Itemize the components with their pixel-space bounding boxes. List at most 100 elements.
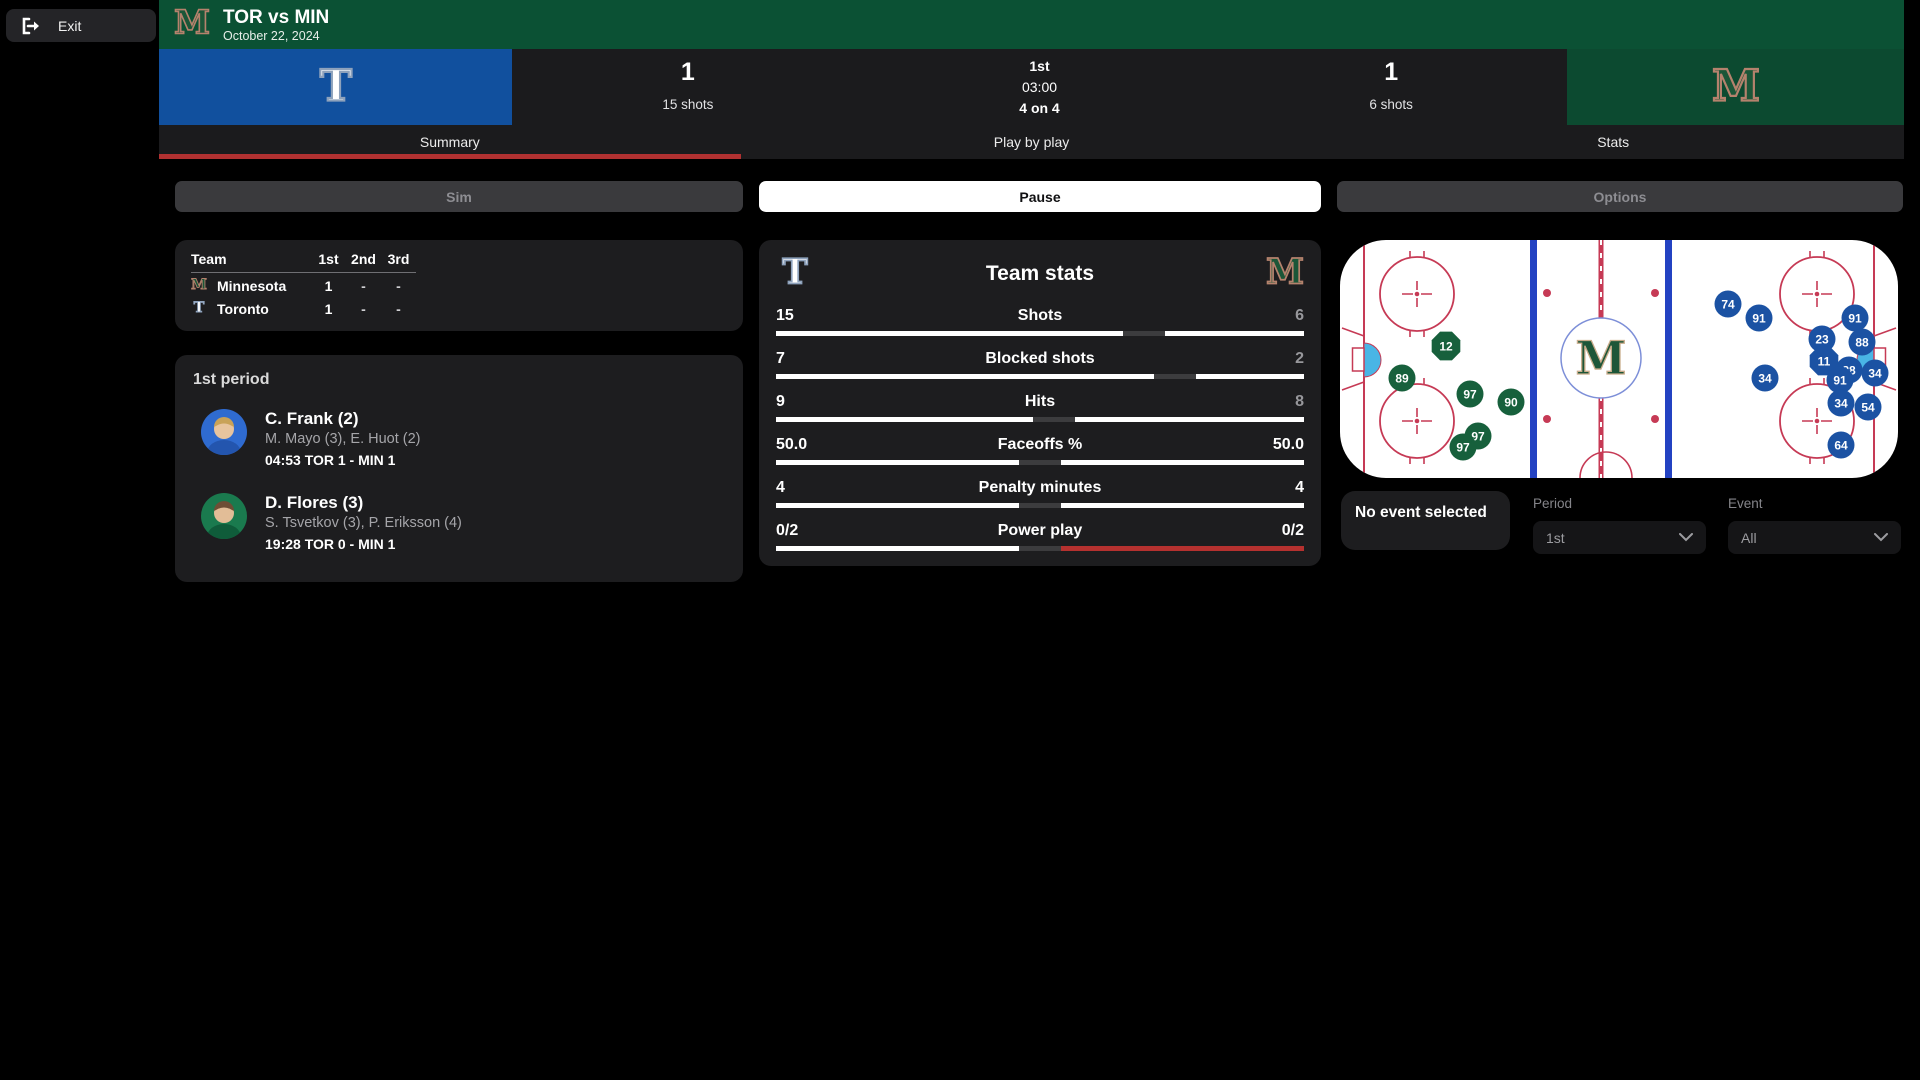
clock: 03:00 (1021, 79, 1058, 95)
period-score: - (361, 277, 366, 294)
goal-item: D. Flores (3) S. Tsvetkov (3), P. Eriksso… (201, 493, 727, 554)
tor-logo: T (776, 251, 814, 295)
pause-button[interactable]: Pause (759, 181, 1321, 212)
goal-item: C. Frank (2) M. Mayo (3), E. Huot (2) 04:5… (201, 409, 727, 470)
sim-button[interactable]: Sim (175, 181, 743, 212)
tor-score-section: 1 15 shots (512, 49, 864, 125)
min-stat-value: 4 (1295, 479, 1304, 496)
game-date: October 22, 2024 (223, 28, 320, 43)
rink-marker-tor-91[interactable]: 91 (1745, 304, 1773, 332)
period-score: 1 (324, 277, 333, 294)
score-table-header: Team (191, 249, 311, 273)
game-header: M TOR vs MIN October 22, 2024 (159, 0, 1904, 49)
tor-stat-value: 7 (776, 350, 785, 367)
score-table-row: M Minnesota 1 - - (191, 273, 416, 297)
rink-marker-tor-34[interactable]: 34 (1827, 389, 1855, 417)
game-clock-section: 1st 03:00 4 on 4 (864, 49, 1216, 125)
goal-time-score: 04:53 TOR 1 - MIN 1 (265, 452, 396, 468)
tor-bar-segment (776, 460, 1019, 465)
min-bar-segment (1196, 374, 1304, 379)
bar-gap (1018, 546, 1062, 551)
tor-stat-value: 4 (776, 479, 785, 496)
min-bar-segment (1061, 503, 1304, 508)
score-by-period-card: Team 1st 2nd 3rd M Minnesota 1 - - T Toronto 1 - - (175, 240, 743, 331)
svg-text:T: T (782, 252, 808, 290)
goal-text: C. Frank (2) M. Mayo (3), E. Huot (2) 04:5… (265, 409, 421, 470)
tor-bar-segment (776, 331, 1123, 336)
min-score-section: 1 6 shots (1215, 49, 1567, 125)
strength-state: 4 on 4 (1019, 100, 1060, 116)
no-event-selected-card: No event selected (1341, 491, 1510, 550)
rink-marker-min-90[interactable]: 90 (1497, 388, 1525, 416)
min-stat-value: 6 (1295, 307, 1304, 324)
rink-marker-tor-34[interactable]: 34 (1751, 364, 1779, 392)
stat-row-power-play: 0/2 Power play 0/2 (776, 522, 1304, 551)
period-filter-label: Period (1533, 496, 1573, 511)
score-by-period-table: Team 1st 2nd 3rd M Minnesota 1 - - T Toronto 1 - - (191, 249, 416, 319)
tab-play-by-play[interactable]: Play by play (993, 134, 1070, 150)
rink-marker-tor-64[interactable]: 64 (1827, 431, 1855, 459)
stat-row-penalty-minutes: 4 Penalty minutes 4 (776, 479, 1304, 508)
min-logo: M (173, 3, 210, 45)
stat-bar (776, 503, 1304, 508)
goal-scorer: C. Frank (2) (265, 409, 359, 428)
stat-row-faceoffs: 50.0 Faceoffs % 50.0 (776, 436, 1304, 465)
rink-marker-min-97[interactable]: 97 (1456, 380, 1484, 408)
score-table-header: 3rd (381, 249, 416, 273)
game-title: TOR vs MIN (223, 6, 330, 28)
tor-stat-value: 15 (776, 307, 794, 324)
logout-icon (22, 17, 39, 34)
min-bar-segment (1061, 546, 1304, 551)
tor-score: 1 (680, 58, 695, 86)
period-filter-value: 1st (1546, 529, 1565, 546)
active-tab-underline (159, 154, 741, 159)
tab-bar: Summary Play by play Stats (159, 125, 1904, 159)
no-event-text: No event selected (1355, 504, 1487, 521)
team-stats-header: T Team stats M (776, 251, 1304, 295)
event-filter-select[interactable]: All (1728, 521, 1901, 554)
tab-summary[interactable]: Summary (159, 125, 741, 159)
chevron-down-icon (1874, 533, 1888, 542)
tor-bar-segment (776, 546, 1019, 551)
period-summary-card: 1st period C. Frank (2) M. Mayo (3), E. H… (175, 355, 743, 582)
rink-marker-tor-88[interactable]: 88 (1848, 328, 1876, 356)
exit-button[interactable]: Exit (6, 9, 156, 42)
stat-line: 4 Penalty minutes 4 (776, 479, 1304, 497)
rink-marker-min-89[interactable]: 89 (1388, 364, 1416, 392)
stat-bar (776, 460, 1304, 465)
player-avatar (201, 493, 247, 539)
rink-marker-tor-34[interactable]: 34 (1861, 359, 1889, 387)
rink-marker-min-97[interactable]: 97 (1449, 433, 1477, 461)
period-filter-select[interactable]: 1st (1533, 521, 1706, 554)
stat-row-blocked-shots: 7 Blocked shots 2 (776, 350, 1304, 379)
period-summary-title: 1st period (193, 371, 270, 388)
goal-assists: M. Mayo (3), E. Huot (2) (265, 431, 421, 447)
tor-logo: T (312, 59, 360, 114)
rink-marker-min-12[interactable]: 12 (1431, 331, 1461, 361)
rink-event-map: M 12899790979774913491348823881191345464 (1340, 240, 1898, 478)
stat-bar (776, 546, 1304, 551)
goal-list: C. Frank (2) M. Mayo (3), E. Huot (2) 04:5… (191, 409, 727, 554)
current-period: 1st (1029, 58, 1050, 74)
tor-stat-value: 9 (776, 393, 785, 410)
exit-label: Exit (58, 17, 82, 34)
min-logo-block: M (1567, 49, 1905, 125)
chevron-down-icon (1679, 533, 1693, 542)
goal-time-score: 19:28 TOR 0 - MIN 1 (265, 536, 396, 552)
team-name: Toronto (217, 300, 269, 317)
rink-marker-tor-74[interactable]: 74 (1714, 290, 1742, 318)
score-table-header: 1st (311, 249, 346, 273)
stat-label: Faceoffs % (997, 436, 1083, 453)
score-table-header: 2nd (346, 249, 381, 273)
rink-marker-tor-91[interactable]: 91 (1826, 366, 1854, 394)
min-score: 1 (1384, 58, 1399, 86)
svg-text:T: T (319, 61, 351, 109)
rink-marker-tor-91[interactable]: 91 (1841, 304, 1869, 332)
tab-stats[interactable]: Stats (1597, 134, 1630, 150)
svg-text:M: M (191, 276, 207, 292)
stat-line: 50.0 Faceoffs % 50.0 (776, 436, 1304, 454)
options-button[interactable]: Options (1337, 181, 1903, 212)
team-stats-rows: 15 Shots 6 7 Blocked shots 2 9 Hits 8 50.0 Faceoff… (776, 307, 1304, 551)
rink-marker-tor-54[interactable]: 54 (1854, 393, 1882, 421)
